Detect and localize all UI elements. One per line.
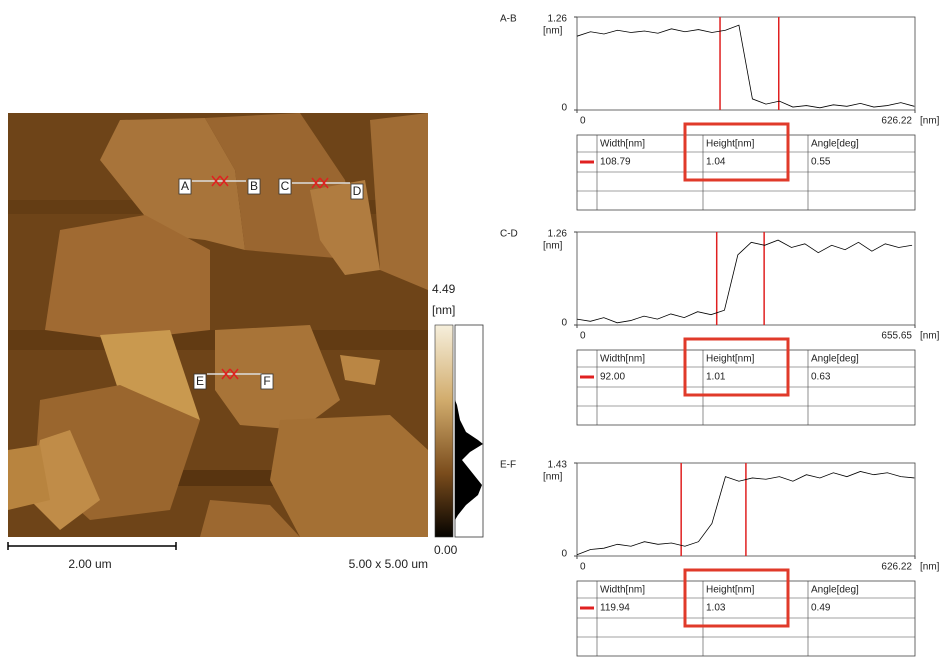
marker-label: D <box>353 184 362 198</box>
x-tick-label: 0 <box>580 331 586 342</box>
y-tick-label: 0 <box>561 318 567 329</box>
table-cell: 1.01 <box>706 372 726 383</box>
table-cell: 0.55 <box>811 157 831 168</box>
x-axis-label: [nm] <box>920 562 940 573</box>
table-cell: 0.63 <box>811 372 831 383</box>
y-tick-label: 0 <box>561 103 567 114</box>
colorbar-min: 0.00 <box>434 543 458 557</box>
x-tick-label: 655.65 <box>881 331 912 342</box>
y-axis-label: [nm] <box>543 241 563 252</box>
y-tick-label: 0 <box>561 549 567 560</box>
x-tick-label: 0 <box>580 562 586 573</box>
x-tick-label: 0 <box>580 116 586 127</box>
colorbar <box>435 325 453 537</box>
scale-bar <box>8 542 176 550</box>
table-cell: 1.03 <box>706 603 726 614</box>
table-header: Angle[deg] <box>811 354 859 365</box>
table-header: Angle[deg] <box>811 585 859 596</box>
figure: A B C D E F 4.49 [nm] 0.00 2.00 um 5.00 … <box>0 0 944 662</box>
table-header: Width[nm] <box>600 585 645 596</box>
y-axis-label: [nm] <box>543 26 563 37</box>
table-header: Width[nm] <box>600 139 645 150</box>
marker-label: F <box>263 374 270 388</box>
y-tick-label: 1.26 <box>548 14 568 25</box>
marker-label: C <box>281 179 290 193</box>
table-cell: 119.94 <box>600 603 630 614</box>
table-header: Height[nm] <box>706 354 755 365</box>
table-cell: 92.00 <box>600 372 625 383</box>
y-tick-label: 1.26 <box>548 229 568 240</box>
colorbar-unit: [nm] <box>432 303 455 317</box>
table-cell: 108.79 <box>600 157 631 168</box>
y-axis-label: [nm] <box>543 472 563 483</box>
marker-label: B <box>250 179 258 193</box>
colorbar-max: 4.49 <box>432 282 456 296</box>
profile-title: A-B <box>500 14 517 25</box>
x-axis-label: [nm] <box>920 331 940 342</box>
x-axis-label: [nm] <box>920 116 940 127</box>
table-cell: 1.04 <box>706 157 726 168</box>
scan-size: 5.00 x 5.00 um <box>349 557 428 571</box>
profile-title: E-F <box>500 460 516 471</box>
y-tick-label: 1.43 <box>548 460 568 471</box>
table-header: Height[nm] <box>706 139 755 150</box>
x-tick-label: 626.22 <box>881 562 912 573</box>
table-header: Angle[deg] <box>811 139 859 150</box>
table-cell: 0.49 <box>811 603 831 614</box>
table-header: Height[nm] <box>706 585 755 596</box>
scale-label: 2.00 um <box>68 557 111 571</box>
marker-label: E <box>196 374 204 388</box>
marker-label: A <box>181 179 189 193</box>
profile-title: C-D <box>500 229 518 240</box>
afm-image <box>8 113 428 537</box>
x-tick-label: 626.22 <box>881 116 912 127</box>
table-header: Width[nm] <box>600 354 645 365</box>
